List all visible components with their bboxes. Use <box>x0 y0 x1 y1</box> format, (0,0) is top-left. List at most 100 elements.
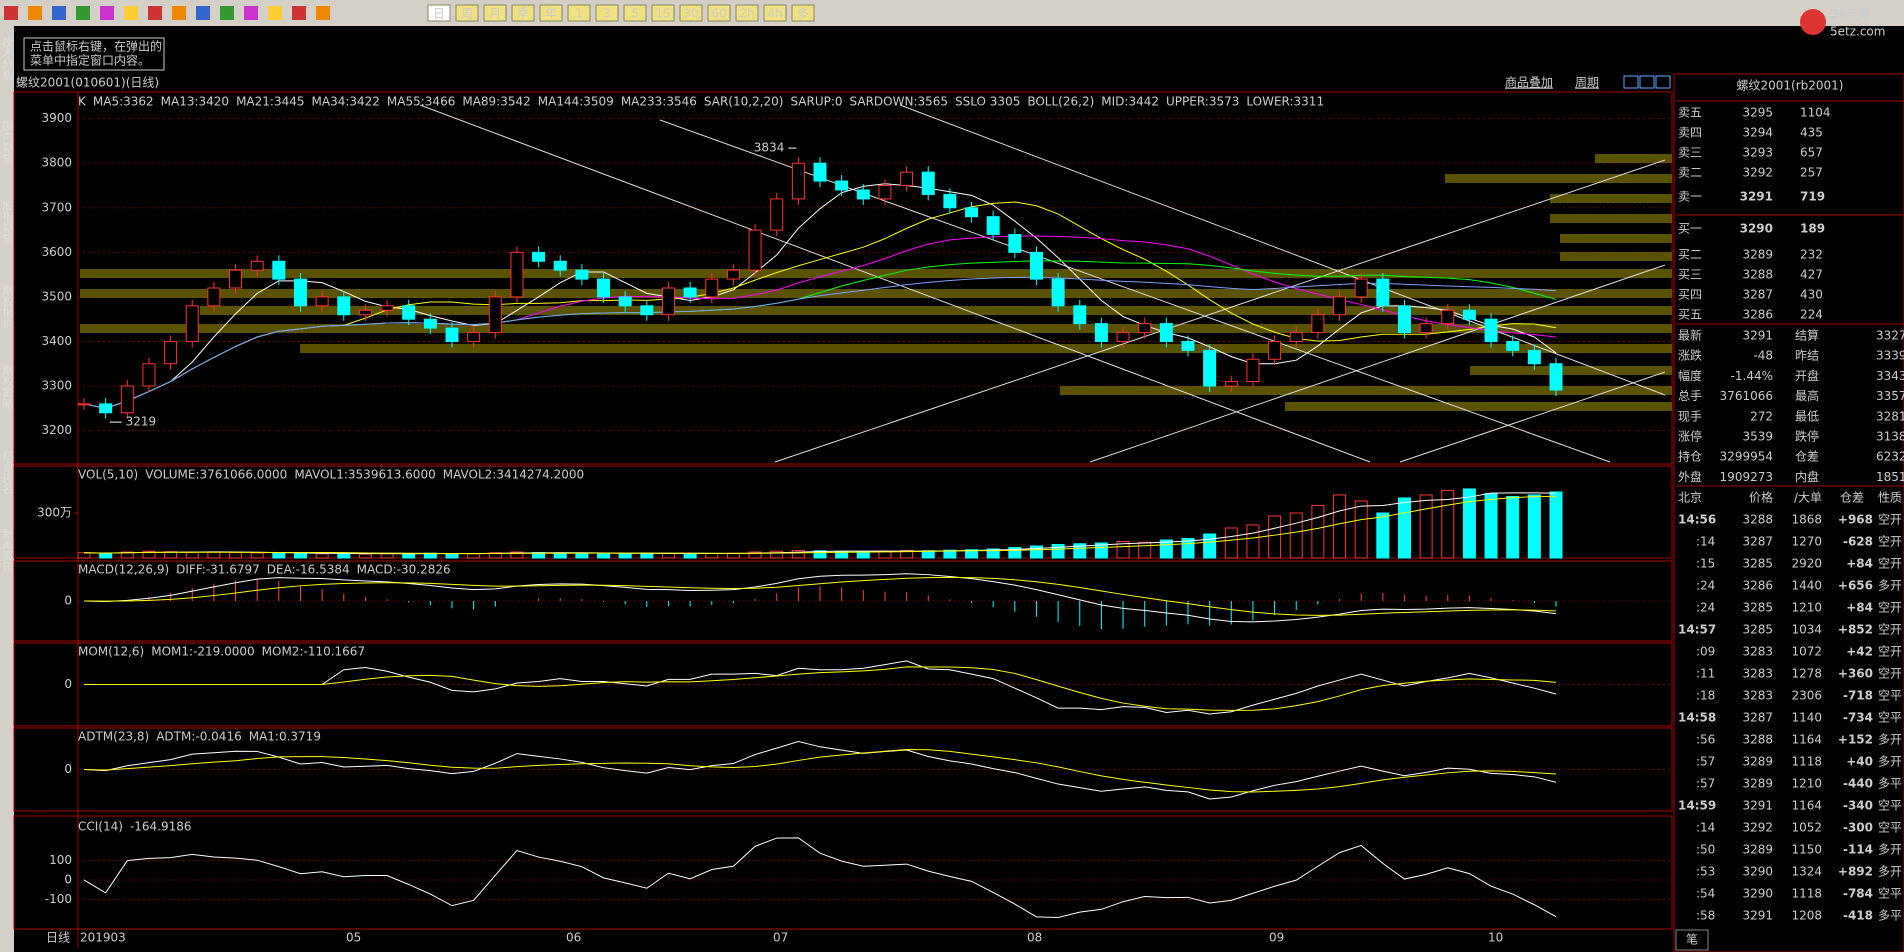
volume-profile <box>1550 194 1672 203</box>
ma-line <box>83 276 1557 409</box>
candle <box>1181 340 1195 351</box>
candle <box>986 216 1000 236</box>
trade-change: -734 <box>1843 711 1873 725</box>
book-price: 3290 <box>1740 222 1773 236</box>
volume-bar <box>921 550 935 559</box>
trade-type: 多开 <box>1878 733 1902 747</box>
tool-icon[interactable] <box>76 6 90 20</box>
tool-icon[interactable] <box>292 6 306 20</box>
trade-time: 14:56 <box>1678 513 1716 527</box>
link[interactable]: 商品叠加 <box>1505 75 1553 90</box>
candle <box>1029 251 1043 280</box>
stat-label: 开盘 <box>1795 368 1819 383</box>
trade-type: 空平 <box>1878 799 1902 813</box>
period-button[interactable] <box>791 4 815 22</box>
stat-label: 最低 <box>1795 409 1819 423</box>
candle <box>1354 278 1368 298</box>
period-label: 30 <box>683 7 698 21</box>
book-label: 买五 <box>1678 308 1702 322</box>
tool-icon[interactable] <box>172 6 186 20</box>
tool-icon[interactable] <box>148 6 162 20</box>
trade-volume: 1868 <box>1791 513 1822 527</box>
tool-icon[interactable] <box>244 6 258 20</box>
trade-type: 空平 <box>1878 821 1902 835</box>
sidebar-tab[interactable]: 新闻资讯 <box>1 527 14 573</box>
y-tick-label: 0 <box>64 677 72 691</box>
book-price: 3287 <box>1742 288 1773 302</box>
volume-bar <box>1484 492 1498 559</box>
volume-bar <box>1527 494 1541 559</box>
window-button[interactable] <box>1623 75 1639 89</box>
period-button[interactable] <box>623 4 647 22</box>
indicator-header: MA5:3362 <box>93 95 154 109</box>
sidebar-tab[interactable]: 热点排名 <box>1 450 14 494</box>
period-button[interactable] <box>483 4 507 22</box>
trade-type: 空开 <box>1878 557 1902 571</box>
period-label: 多 <box>797 7 809 21</box>
tool-icon[interactable] <box>100 6 114 20</box>
tool-icon[interactable] <box>28 6 42 20</box>
book-price: 3292 <box>1742 166 1773 180</box>
trend-line <box>774 159 1666 463</box>
tab[interactable] <box>1675 929 1709 951</box>
trade-type: 多开 <box>1878 755 1902 769</box>
period-button[interactable] <box>707 4 731 22</box>
volume-profile <box>80 269 1672 278</box>
trade-volume: 1210 <box>1791 601 1822 615</box>
sidebar-tab[interactable]: 国内期货 <box>1 120 14 165</box>
trade-time: :56 <box>1696 733 1715 747</box>
candle <box>1441 309 1455 325</box>
trade-price: 3288 <box>1742 733 1773 747</box>
trade-volume: 1034 <box>1791 623 1822 637</box>
candle <box>1159 323 1173 342</box>
period-button[interactable] <box>511 4 535 22</box>
sidebar-tab[interactable]: 期权策略 <box>1 365 14 410</box>
sidebar-tab[interactable]: 期权报价 <box>1 285 14 329</box>
indicator-header: UPPER:3573 <box>1166 95 1239 109</box>
period-button[interactable] <box>735 4 759 22</box>
trade-time: 14:57 <box>1678 623 1716 637</box>
period-button[interactable] <box>679 4 703 22</box>
trade-volume: 1052 <box>1791 821 1822 835</box>
link[interactable]: 周期 <box>1575 76 1599 90</box>
tool-icon[interactable] <box>196 6 210 20</box>
period-button[interactable] <box>595 4 619 22</box>
indicator-header: BOLL(26,2) <box>1027 95 1094 109</box>
stat-label: 结算 <box>1795 328 1819 343</box>
candle <box>640 305 654 316</box>
period-button[interactable] <box>567 4 591 22</box>
volume-bar <box>640 552 654 559</box>
period-button[interactable] <box>455 4 479 22</box>
trade-time: 14:58 <box>1678 711 1716 725</box>
tool-icon[interactable] <box>220 6 234 20</box>
candle <box>597 278 611 298</box>
window-button[interactable] <box>1639 75 1655 89</box>
tool-icon[interactable] <box>4 6 18 20</box>
trade-type: 空开 <box>1878 623 1902 637</box>
trade-change: +656 <box>1838 579 1873 593</box>
period-button[interactable] <box>427 4 451 22</box>
trade-change: +892 <box>1838 865 1873 879</box>
indicator-header: MA89:3542 <box>462 95 530 109</box>
y-tick-label: 3800 <box>41 156 72 170</box>
period-button[interactable] <box>539 4 563 22</box>
sidebar-tab[interactable]: 技术分析 <box>1 36 14 81</box>
period-button[interactable] <box>651 4 675 22</box>
book-volume: 224 <box>1800 308 1823 322</box>
tool-icon[interactable] <box>268 6 282 20</box>
volume-bar <box>315 553 329 559</box>
period-button[interactable] <box>763 4 787 22</box>
chart-titlebar <box>14 74 1672 92</box>
period-label: 15 <box>655 7 670 21</box>
y-tick-label: 3400 <box>41 334 72 348</box>
indicator-header: K <box>78 95 87 109</box>
indicator-header: SARDOWN:3565 <box>850 95 949 109</box>
sidebar-tab[interactable]: 股指期货 <box>1 200 14 245</box>
tool-icon[interactable] <box>124 6 138 20</box>
window-button[interactable] <box>1655 75 1671 89</box>
book-price: 3293 <box>1742 146 1773 160</box>
candle <box>1051 278 1065 307</box>
tool-icon[interactable] <box>316 6 330 20</box>
y-tick-label: -100 <box>45 892 72 906</box>
tool-icon[interactable] <box>52 6 66 20</box>
